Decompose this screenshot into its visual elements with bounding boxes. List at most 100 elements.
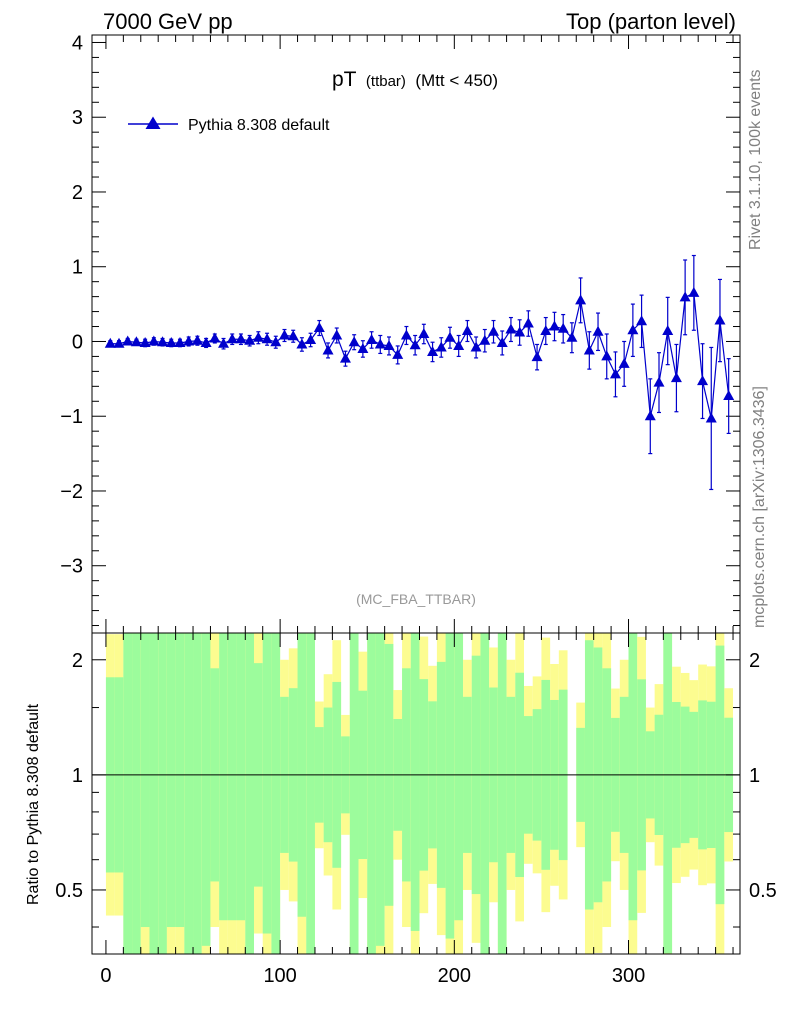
data-point-marker [296, 338, 308, 349]
data-point-marker [479, 334, 491, 345]
data-point-marker [496, 336, 508, 347]
main-x-ticks [105, 35, 734, 633]
band-inner [410, 633, 420, 931]
data-point-marker [644, 410, 656, 421]
band-inner [663, 633, 673, 954]
band-inner [262, 633, 272, 934]
ratio-panel: 0.5 0.5 1 1 2 2 0 100 200 300 Ratio to Pythia 8.… [25, 632, 777, 987]
y-tick-label: 3 [72, 107, 83, 129]
data-point-marker [662, 325, 674, 336]
band-inner [175, 633, 185, 928]
data-point-marker [427, 345, 439, 356]
rivet-info-label: Rivet 3.1.10, 100k events [747, 69, 764, 250]
data-point-marker [244, 334, 256, 345]
y-tick-label: −1 [60, 406, 83, 428]
band-inner [140, 633, 150, 928]
band-inner [245, 633, 254, 954]
data-point-marker [322, 344, 334, 355]
y-tick-label: 1 [72, 257, 83, 279]
legend-entry: Pythia 8.308 default [188, 117, 330, 134]
series-line [110, 291, 730, 419]
data-point-marker [209, 332, 221, 343]
band-inner [184, 633, 194, 954]
y-tick-label: −3 [60, 556, 83, 578]
band-inner [445, 633, 455, 939]
band-inner [123, 633, 133, 954]
main-y-axis: −3 −2 −1 0 1 2 3 4 [60, 32, 740, 627]
data-point-marker [261, 333, 273, 344]
band-inner [158, 633, 167, 954]
legend-marker-icon [145, 116, 161, 129]
band-inner [236, 633, 246, 921]
data-point-marker [113, 337, 125, 348]
data-point-marker [705, 412, 717, 423]
data-point-marker [453, 339, 465, 350]
data-point-marker [670, 372, 682, 383]
data-point-marker [688, 286, 700, 297]
data-point-marker [270, 336, 282, 347]
data-point-marker [566, 331, 578, 342]
data-point-marker [157, 336, 169, 347]
data-point-marker [592, 325, 604, 336]
data-point-marker [714, 314, 726, 325]
band-inner [132, 633, 141, 954]
data-point-marker [226, 333, 238, 344]
data-point-marker [435, 341, 447, 352]
analysis-tag: (MC_FBA_TTBAR) [356, 591, 476, 607]
data-point-marker [522, 317, 534, 328]
y-tick-label: 4 [72, 32, 83, 54]
ratio-tick-label: 2 [72, 650, 83, 672]
data-point-marker [400, 329, 412, 340]
ratio-tick-label: 0.5 [55, 880, 83, 902]
data-point-marker [409, 339, 421, 350]
data-point-marker [287, 330, 299, 341]
data-point-marker [331, 329, 343, 340]
data-point-marker [122, 335, 134, 346]
collision-label: 7000 GeV pp [103, 9, 233, 34]
data-point-marker [609, 368, 621, 379]
data-point-marker [366, 333, 378, 344]
band-inner [454, 633, 464, 921]
band-inner [227, 633, 237, 921]
y-tick-label: 0 [72, 331, 83, 353]
band-inner [375, 633, 385, 946]
data-point-marker [557, 322, 569, 333]
data-point-marker [139, 336, 151, 347]
series-pythia [104, 254, 735, 491]
band-inner [628, 633, 638, 921]
chart-title: pT (ttbar) (Mtt < 450) [332, 68, 498, 91]
data-point-marker [148, 335, 160, 346]
data-point-marker [418, 328, 430, 338]
data-point-marker [130, 336, 142, 347]
ratio-x-axis: 0 100 200 300 [100, 633, 734, 987]
data-point-marker [531, 351, 543, 362]
data-point-marker [514, 326, 526, 337]
data-point-marker [278, 329, 290, 340]
band-inner [480, 633, 490, 954]
data-point-marker [583, 344, 595, 355]
ratio-tick-label-right: 0.5 [749, 880, 777, 902]
data-point-marker [383, 339, 395, 350]
ratio-tick-label: 1 [72, 765, 83, 787]
title-sub1: (ttbar) [366, 73, 406, 90]
data-point-marker [470, 341, 482, 352]
band-inner [149, 633, 159, 954]
mcplots-label: mcplots.cern.ch [arXiv:1306.3436] [751, 386, 768, 628]
band-inner [193, 633, 202, 954]
data-point-marker [191, 334, 203, 345]
band-inner [166, 633, 176, 928]
ratio-y-axis: 0.5 0.5 1 1 2 2 [55, 650, 777, 928]
data-point-marker [505, 323, 517, 334]
x-tick-label: 100 [263, 965, 296, 987]
ratio-frame [91, 632, 741, 955]
ratio-bands [105, 633, 734, 954]
ratio-tick-label-right: 2 [749, 650, 760, 672]
data-point-marker [679, 291, 691, 302]
data-point-marker [357, 342, 369, 353]
band-inner [201, 633, 211, 946]
y-tick-label: 2 [72, 182, 83, 204]
data-point-marker [488, 325, 500, 336]
data-point-marker [601, 350, 613, 361]
data-point-marker [653, 376, 665, 387]
